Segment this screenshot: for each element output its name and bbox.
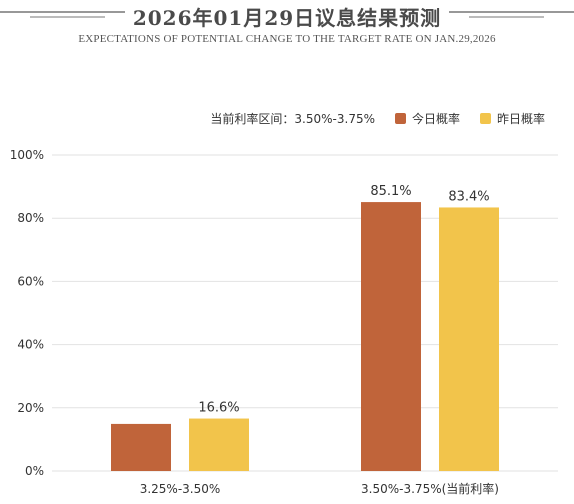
y-tick-label: 40% [17,338,44,352]
left-ornament [0,11,125,18]
legend: 当前利率区间：3.50%-3.75% 今日概率 昨日概率 [210,111,545,126]
bars: 16.6% 85.1% 83.4% [111,184,499,472]
data-label: 16.6% [198,401,239,416]
chart-subtitle: EXPECTATIONS OF POTENTIAL CHANGE TO THE … [78,33,496,45]
y-axis-ticks: 0% 20% 40% 60% 80% 100% [10,148,44,478]
y-tick-label: 60% [17,274,44,288]
y-tick-label: 20% [17,401,44,415]
legend-swatch-yesterday [480,113,491,124]
x-tick-label: 3.50%-3.75%(当前利率) [361,481,499,496]
legend-label-today: 今日概率 [412,111,460,126]
x-tick-label: 3.25%-3.50% [140,482,221,496]
chart-title: 2026年01月29日议息结果预测 [132,6,442,30]
data-label: 83.4% [448,189,489,204]
bar-today [111,423,171,471]
bar-yesterday [189,418,249,471]
bar-today [361,202,421,472]
y-tick-label: 0% [25,464,44,478]
legend-current-range: 当前利率区间：3.50%-3.75% [210,111,375,126]
legend-swatch-today [395,113,406,124]
chart-header: 2026年01月29日议息结果预测 EXPECTATIONS OF POTENT… [0,0,574,60]
bar-yesterday [439,207,499,471]
right-ornament [449,11,574,18]
data-label: 85.1% [370,184,411,199]
legend-label-yesterday: 昨日概率 [497,111,545,126]
y-tick-label: 100% [10,148,44,162]
y-tick-label: 80% [17,211,44,225]
x-axis-ticks: 3.25%-3.50% 3.50%-3.75%(当前利率) [140,481,499,496]
